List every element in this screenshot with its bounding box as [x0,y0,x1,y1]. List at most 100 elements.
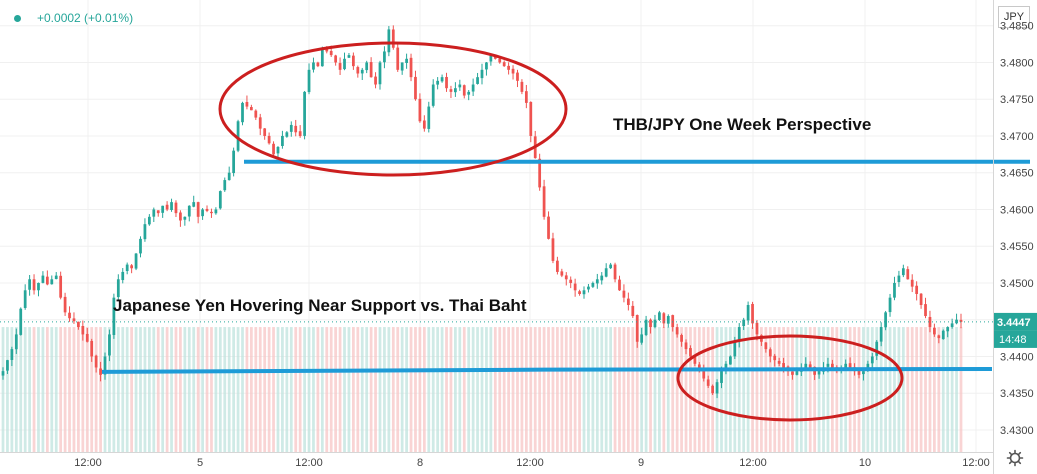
currency-selector[interactable]: JPY [998,6,1030,28]
candle [374,76,377,85]
candle [817,371,821,375]
volume-bar [733,327,737,452]
y-tick-label: 3.4550 [1000,241,1034,253]
candle [471,84,475,92]
candle [445,76,448,89]
candle [205,208,209,211]
volume-bar [258,327,262,452]
candle [183,216,187,220]
candle [294,125,298,133]
candle [414,76,417,100]
volume-bar [626,327,630,452]
volume-bar [893,327,896,452]
candle [662,313,666,324]
volume-bar [644,327,648,452]
volume-bar [693,327,697,452]
candle [897,275,901,283]
candle [254,110,258,118]
x-tick-label: 12:00 [739,457,767,469]
volume-bar [649,327,652,452]
candle [14,334,18,350]
candle [179,212,182,221]
candle [378,62,382,85]
candle [334,55,338,63]
candle [773,355,777,361]
volume-bar [604,327,608,452]
volume-bar [689,327,692,452]
volume-bar [666,327,670,452]
volume-bar [462,327,466,452]
candle [502,62,506,67]
candle [356,67,360,74]
candle [906,269,910,280]
candle [10,349,14,360]
volume-bar [174,327,178,452]
volume-bar [498,327,502,452]
candle [551,238,555,261]
candle [893,282,896,298]
volume-bar [458,327,462,452]
candle [808,364,812,368]
candle [307,69,311,93]
candle [462,85,466,96]
volume-bar [28,327,31,452]
candle [298,131,302,136]
volume-bar [121,327,125,452]
y-tick-label: 3.4750 [1000,94,1034,106]
volume-bar [826,327,830,452]
volume-bar [578,327,581,452]
volume-bar [631,327,635,452]
candle [431,84,435,106]
volume-bar [609,327,612,452]
candle [485,62,488,70]
countdown-label: 14:48 [999,334,1027,346]
volume-bar [560,327,564,452]
volume-bar [227,327,231,452]
candle [924,304,927,317]
candle [467,91,471,95]
volume-bar [241,327,244,452]
volume-bar [130,327,133,452]
candle [312,62,315,70]
volume-bar [68,327,71,452]
volume-bar [294,327,298,452]
volume-bar [179,327,182,452]
candle [671,315,675,328]
y-tick-label: 3.4650 [1000,168,1034,180]
volume-bar [955,327,958,452]
volume-bar [303,327,306,452]
candle [72,318,76,322]
volume-bar [613,327,617,452]
volume-bar [156,327,160,452]
x-tick-label: 8 [417,457,423,469]
volume-bar [325,327,329,452]
volume-bar [746,327,750,452]
volume-bar [210,327,213,452]
volume-bar [307,327,311,452]
x-tick-label: 12:00 [74,457,102,469]
volume-bar [281,327,284,452]
volume-bar [959,327,963,452]
volume-bar [839,327,843,452]
volume-bar [817,327,821,452]
volume-bar [112,327,116,452]
candle [418,98,422,122]
volume-bar [6,327,9,452]
volume-bar [635,327,639,452]
volume-bar [538,327,542,452]
candle [103,356,107,375]
candle [170,202,173,211]
volume-bar [50,327,54,452]
price-change-text: +0.0002 (+0.01%) [37,11,134,25]
candle [768,349,772,357]
candle [604,268,608,277]
candle [174,202,178,214]
candle [649,319,652,328]
volume-bar [777,327,781,452]
volume-bar [116,327,120,452]
candle [303,91,306,136]
settings-gear-icon[interactable] [1006,449,1024,467]
volume-bar [316,327,320,452]
volume-bar [573,327,577,452]
